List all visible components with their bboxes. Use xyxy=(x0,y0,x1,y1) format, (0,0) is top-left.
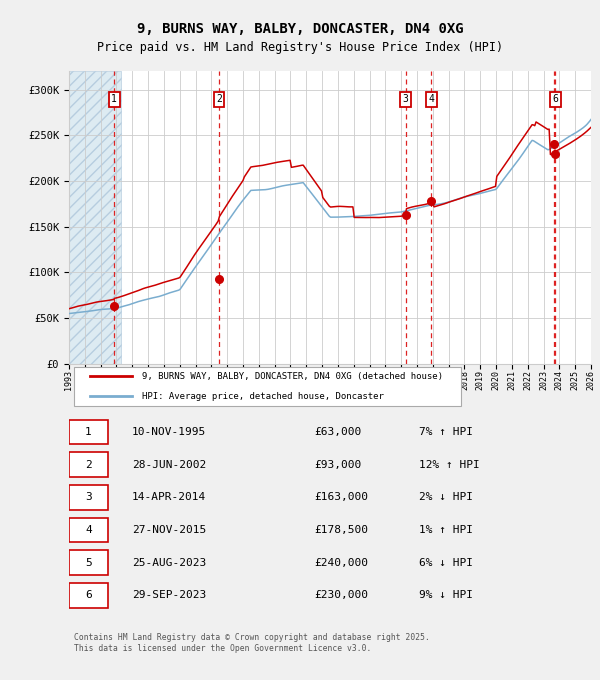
Text: 1: 1 xyxy=(85,427,92,437)
Text: Contains HM Land Registry data © Crown copyright and database right 2025.
This d: Contains HM Land Registry data © Crown c… xyxy=(74,633,430,653)
Text: 2: 2 xyxy=(216,94,222,104)
Text: HPI: Average price, detached house, Doncaster: HPI: Average price, detached house, Donc… xyxy=(142,392,384,401)
Text: 6: 6 xyxy=(553,94,559,104)
Text: 9% ↓ HPI: 9% ↓ HPI xyxy=(419,590,473,600)
Text: 4: 4 xyxy=(85,525,92,535)
Text: £63,000: £63,000 xyxy=(314,427,362,437)
Text: 29-SEP-2023: 29-SEP-2023 xyxy=(131,590,206,600)
FancyBboxPatch shape xyxy=(74,367,461,406)
FancyBboxPatch shape xyxy=(69,485,108,509)
FancyBboxPatch shape xyxy=(69,420,108,444)
Text: 3: 3 xyxy=(403,94,409,104)
Text: £240,000: £240,000 xyxy=(314,558,368,568)
FancyBboxPatch shape xyxy=(69,583,108,608)
Text: 2: 2 xyxy=(85,460,92,470)
Text: £230,000: £230,000 xyxy=(314,590,368,600)
Text: 25-AUG-2023: 25-AUG-2023 xyxy=(131,558,206,568)
Text: 4: 4 xyxy=(428,94,434,104)
Text: 12% ↑ HPI: 12% ↑ HPI xyxy=(419,460,479,470)
Text: £178,500: £178,500 xyxy=(314,525,368,535)
Text: 14-APR-2014: 14-APR-2014 xyxy=(131,492,206,503)
Text: 9, BURNS WAY, BALBY, DONCASTER, DN4 0XG (detached house): 9, BURNS WAY, BALBY, DONCASTER, DN4 0XG … xyxy=(142,372,443,381)
FancyBboxPatch shape xyxy=(69,550,108,575)
Text: 10-NOV-1995: 10-NOV-1995 xyxy=(131,427,206,437)
Text: 6: 6 xyxy=(85,590,92,600)
Text: 1% ↑ HPI: 1% ↑ HPI xyxy=(419,525,473,535)
Text: 9, BURNS WAY, BALBY, DONCASTER, DN4 0XG: 9, BURNS WAY, BALBY, DONCASTER, DN4 0XG xyxy=(137,22,463,36)
Text: 28-JUN-2002: 28-JUN-2002 xyxy=(131,460,206,470)
FancyBboxPatch shape xyxy=(69,452,108,477)
Text: 27-NOV-2015: 27-NOV-2015 xyxy=(131,525,206,535)
Text: 3: 3 xyxy=(85,492,92,503)
FancyBboxPatch shape xyxy=(69,517,108,543)
Text: 7% ↑ HPI: 7% ↑ HPI xyxy=(419,427,473,437)
Text: 2% ↓ HPI: 2% ↓ HPI xyxy=(419,492,473,503)
Text: 6% ↓ HPI: 6% ↓ HPI xyxy=(419,558,473,568)
Text: £163,000: £163,000 xyxy=(314,492,368,503)
Text: 5: 5 xyxy=(85,558,92,568)
Text: £93,000: £93,000 xyxy=(314,460,362,470)
Text: 1: 1 xyxy=(112,94,117,104)
Bar xyxy=(69,71,121,364)
Text: Price paid vs. HM Land Registry's House Price Index (HPI): Price paid vs. HM Land Registry's House … xyxy=(97,41,503,54)
